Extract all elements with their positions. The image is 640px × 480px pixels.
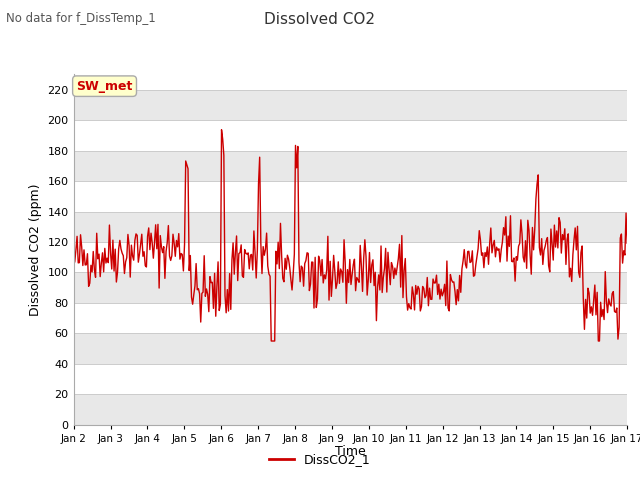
Text: Dissolved CO2: Dissolved CO2 <box>264 12 376 27</box>
Bar <box>74 395 627 425</box>
Text: SW_met: SW_met <box>76 80 132 93</box>
Text: No data for f_DissTemp_1: No data for f_DissTemp_1 <box>6 12 156 25</box>
Bar <box>74 334 627 364</box>
Bar <box>74 212 627 242</box>
X-axis label: Time: Time <box>335 445 366 458</box>
Legend: DissCO2_1: DissCO2_1 <box>264 448 376 471</box>
Bar <box>74 90 627 120</box>
Bar <box>74 151 627 181</box>
Bar <box>74 273 627 303</box>
Y-axis label: Dissolved CO2 (ppm): Dissolved CO2 (ppm) <box>29 183 42 316</box>
